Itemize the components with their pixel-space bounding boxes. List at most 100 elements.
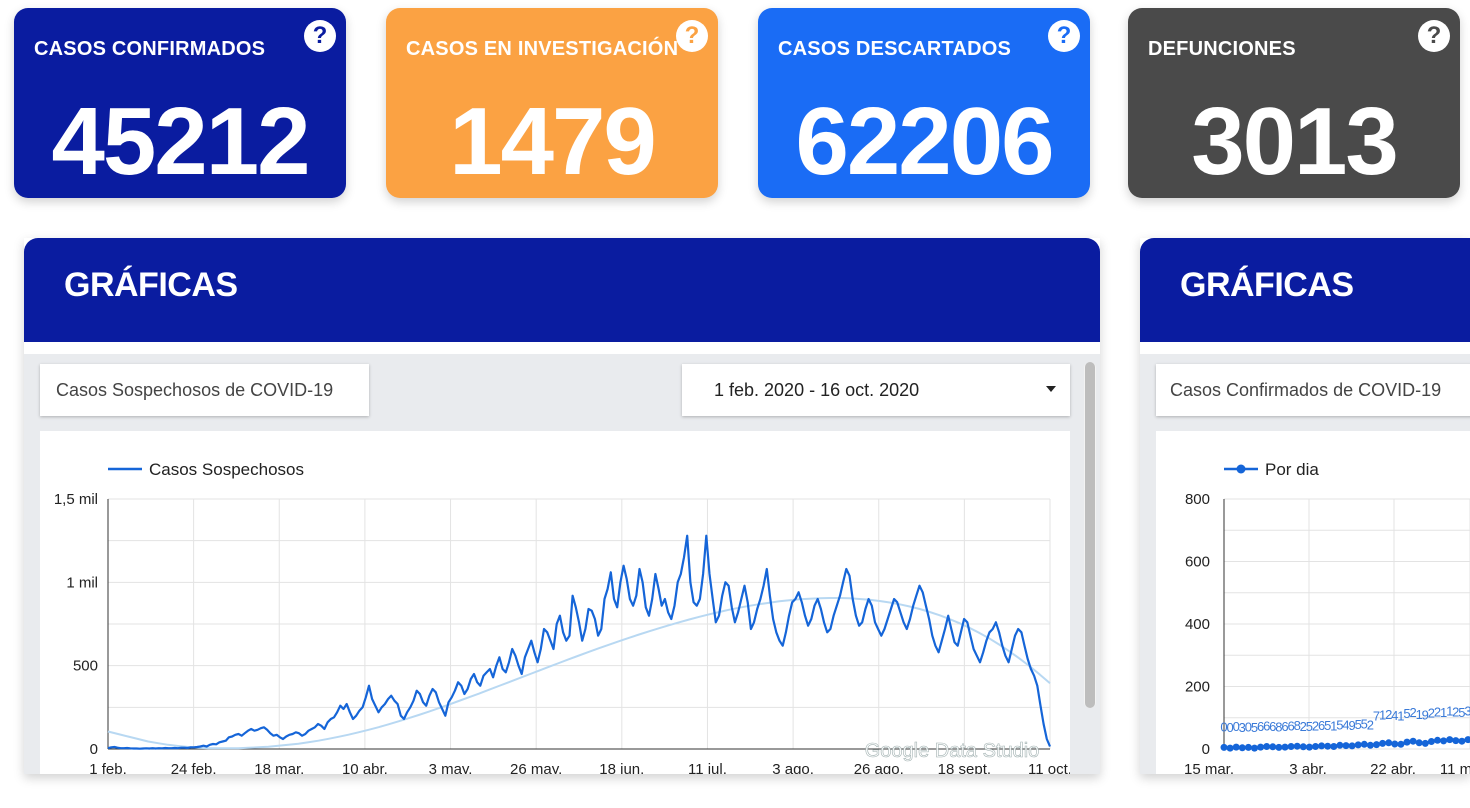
data-point	[1244, 743, 1252, 751]
data-point	[1397, 740, 1405, 748]
report-embed: Casos Sospechosos de COVID-19 1 feb. 202…	[24, 354, 1100, 774]
panel-header: GRÁFICAS	[24, 238, 1100, 342]
y-tick-label: 0	[1202, 741, 1210, 758]
data-label: 2	[1300, 719, 1307, 734]
suspected-cases-chart: 1 feb. 24 feb. 18 mar. 10 abr. 3 may. 26 may.…	[54, 460, 1072, 774]
data-point	[1379, 739, 1387, 747]
card-label: CASOS DESCARTADOS	[778, 38, 1012, 60]
scrollbar-thumb[interactable]	[1085, 362, 1095, 708]
panel-header: GRÁFICAS	[1140, 238, 1470, 342]
data-point	[1336, 741, 1344, 749]
data-point	[1415, 739, 1423, 747]
chart-area: 1 feb. 24 feb. 18 mar. 10 abr. 3 may. 26 may.…	[40, 431, 1072, 774]
data-label: 9	[1422, 707, 1429, 722]
date-range-value: 1 feb. 2020 - 16 oct. 2020	[714, 380, 920, 400]
data-label: 5	[1336, 717, 1343, 732]
card-label: DEFUNCIONES	[1148, 38, 1296, 60]
data-label: 2	[1312, 719, 1319, 734]
card-value: 3013	[1191, 88, 1399, 195]
data-label: 2	[1452, 705, 1459, 720]
x-tick-label: 26 ago.	[854, 761, 904, 774]
data-label: 2	[1409, 705, 1416, 720]
data-label: 5	[1403, 706, 1410, 721]
investigation-card: CASOS EN INVESTIGACIÓN 1479 ?	[386, 8, 718, 198]
data-label: 5	[1355, 717, 1362, 732]
x-tick-label: 18 jun.	[599, 761, 644, 774]
y-tick-label: 800	[1185, 491, 1210, 508]
scrollbar[interactable]	[1084, 362, 1096, 708]
data-label: 0	[1220, 719, 1227, 734]
legend-marker	[1236, 464, 1246, 474]
data-point	[1403, 738, 1411, 746]
data-label: 3	[1239, 720, 1246, 735]
watermark-text: Google Data Studio	[865, 740, 1040, 762]
help-icon[interactable]: ?	[1048, 20, 1080, 52]
data-label: 6	[1287, 719, 1294, 734]
data-label: 7	[1373, 709, 1380, 724]
data-point	[1263, 743, 1271, 750]
series-line	[107, 534, 1052, 750]
graphs-panel-confirmed: GRÁFICAS Casos Confirmados de COVID-19 0…	[1140, 238, 1470, 774]
data-point	[1427, 738, 1435, 745]
data-point	[1354, 741, 1362, 749]
data-label: 2	[1428, 706, 1435, 721]
help-icon[interactable]: ?	[676, 20, 708, 52]
card-value: 1479	[449, 88, 657, 195]
dropdown-arrow-icon	[1046, 386, 1056, 392]
data-label: 6	[1257, 719, 1264, 734]
discarded-card: CASOS DESCARTADOS 62206 ?	[758, 8, 1090, 198]
x-tick-label: 18 mar.	[254, 761, 304, 774]
data-label: 6	[1263, 719, 1270, 734]
data-point	[1342, 742, 1350, 750]
card-label: CASOS EN INVESTIGACIÓN	[406, 38, 679, 60]
card-value: 62206	[795, 88, 1055, 195]
data-label: 4	[1391, 708, 1398, 723]
data-label: 6	[1281, 719, 1288, 734]
data-label: 0	[1233, 719, 1240, 734]
x-tick-label: 3 abr.	[1289, 761, 1327, 774]
data-point	[1452, 737, 1460, 745]
legend-label: Casos Sospechosos	[149, 460, 304, 479]
panel-title: GRÁFICAS	[64, 266, 238, 304]
data-label: 5	[1324, 718, 1331, 733]
data-label: 0	[1226, 720, 1233, 735]
y-tick-label: 400	[1185, 616, 1210, 633]
data-label: 9	[1348, 718, 1355, 733]
x-tick-label: 3 may.	[429, 761, 473, 774]
data-point	[1360, 740, 1368, 748]
data-point	[1226, 744, 1234, 752]
data-label: 1	[1440, 705, 1447, 720]
x-tick-label: 18 sept.	[938, 761, 991, 774]
data-point	[1299, 743, 1307, 751]
data-point	[1421, 739, 1429, 747]
data-label: 1	[1416, 707, 1423, 722]
data-point	[1440, 737, 1448, 745]
data-label: 3	[1464, 704, 1470, 719]
data-point	[1287, 743, 1295, 750]
x-tick-label: 10 abr.	[342, 761, 388, 774]
report-embed: Casos Confirmados de COVID-19 0 200 400 600…	[1140, 354, 1470, 774]
data-point	[1251, 744, 1258, 752]
help-icon[interactable]: ?	[1418, 20, 1450, 52]
data-point	[1220, 743, 1228, 751]
data-label: 2	[1367, 717, 1374, 732]
date-range-selector[interactable]: 1 feb. 2020 - 16 oct. 2020	[682, 364, 1070, 416]
card-value: 45212	[51, 88, 311, 195]
confirmed-card: CASOS CONFIRMADOS 45212 ?	[14, 8, 346, 198]
x-tick-label: 11 m	[1440, 761, 1470, 774]
data-point	[1330, 743, 1338, 750]
x-tick-label: 24 feb.	[171, 761, 217, 774]
y-tick-label: 500	[73, 658, 98, 675]
x-tick-label: 3 ago.	[772, 761, 814, 774]
legend-label: Por dia	[1265, 460, 1319, 479]
x-tick-label: 1 feb.	[89, 761, 127, 774]
data-point	[1409, 737, 1417, 745]
data-label: 5	[1361, 716, 1368, 731]
data-point	[1281, 743, 1289, 751]
help-icon[interactable]: ?	[304, 20, 336, 52]
data-label: 8	[1275, 719, 1282, 734]
data-point	[1257, 743, 1265, 751]
graphs-panel-suspected: GRÁFICAS Casos Sospechosos de COVID-19 1…	[24, 238, 1100, 774]
y-tick-label: 1 mil	[66, 574, 98, 591]
